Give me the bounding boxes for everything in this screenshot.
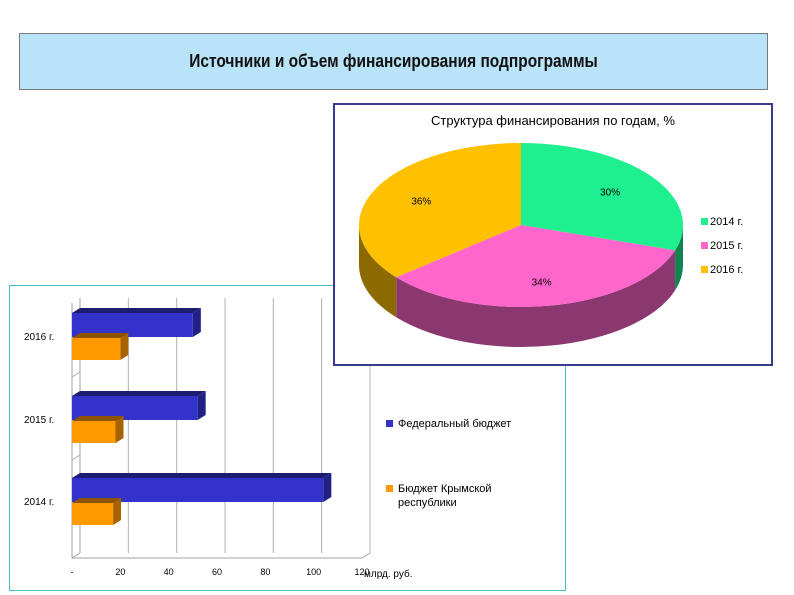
x-tick-label: 60: [212, 567, 222, 577]
pie-chart-panel: Структура финансирования по годам, % 30% 3…: [333, 103, 773, 366]
x-unit-label: млрд. руб.: [364, 568, 413, 580]
pie-slice-2016: [359, 143, 521, 278]
y-tick-label: 2015 г.: [24, 415, 54, 426]
legend-swatch-2014: [701, 218, 708, 225]
floor-edge: [361, 552, 371, 559]
floor-edge: [71, 552, 81, 559]
legend-swatch-2016: [701, 266, 708, 273]
legend-label: Бюджет Крымской республики: [398, 483, 492, 509]
x-tick-label: 100: [306, 567, 321, 577]
title-banner: Источники и объем финансирования подпрог…: [19, 33, 768, 90]
bar-x-2016: [72, 338, 121, 360]
bar-x-2014: [72, 503, 114, 525]
y-tick-label: 2016 г.: [24, 332, 54, 343]
legend-swatch-x: [386, 485, 393, 492]
x-tick-label: 120: [354, 567, 369, 577]
bar-side: [115, 416, 124, 443]
x-tick-label: -: [71, 567, 74, 577]
legend-label: 2014 г.: [710, 216, 743, 228]
bar-side: [192, 308, 201, 337]
legend-label: 2015 г.: [710, 240, 743, 252]
bar-top: [72, 391, 206, 396]
bar-side: [120, 333, 129, 360]
bar-x-2015: [72, 421, 116, 443]
legend-label: Федеральный бюджет: [398, 418, 511, 430]
pie-value-label: 36%: [411, 197, 431, 208]
pie-title: Структура финансирования по годам, %: [431, 113, 675, 128]
x-tick-label: 80: [260, 567, 270, 577]
pie-value-label: 30%: [600, 187, 620, 198]
pie-slice-side-2016: [359, 225, 397, 318]
legend-swatch-x: [386, 420, 393, 427]
x-tick-label: 20: [115, 567, 125, 577]
legend-label: 2016 г.: [710, 264, 743, 276]
legend-swatch-2015: [701, 242, 708, 249]
pie-slice-2014: [521, 143, 683, 251]
bar-top: [72, 473, 332, 478]
x-tick-label: 40: [164, 567, 174, 577]
bar-side: [113, 498, 122, 525]
bar-side: [323, 473, 332, 502]
pie-chart: Структура финансирования по годам, % 30% 3…: [359, 113, 743, 347]
category-separator: [71, 454, 81, 461]
category-separator: [71, 371, 81, 378]
y-tick-label: 2014 г.: [24, 497, 54, 508]
bar-top: [72, 416, 124, 421]
bar-top: [72, 498, 122, 503]
pie-value-label: 34%: [532, 277, 552, 288]
bar-top: [72, 308, 201, 313]
pie-slice-side-2014: [675, 225, 683, 291]
page-title: Источники и объем финансирования подпрог…: [189, 51, 598, 71]
pie-slice-2015: [396, 225, 676, 307]
bar-side: [197, 391, 206, 420]
pie-slice-side-2015: [396, 250, 676, 347]
bar-top: [72, 333, 129, 338]
bar-chart: 2014 г. 2015 г. 2016 г. - 20 40 60 80 100 120млрд…: [24, 298, 511, 580]
